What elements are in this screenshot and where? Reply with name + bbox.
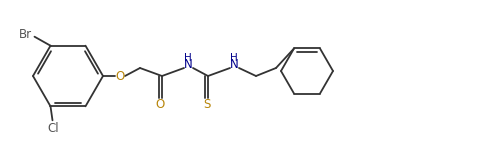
Text: O: O (115, 69, 125, 83)
Text: S: S (203, 98, 210, 112)
Text: H: H (230, 53, 238, 63)
Text: N: N (184, 57, 192, 71)
Text: O: O (156, 98, 165, 112)
Text: H: H (184, 53, 192, 63)
Text: N: N (230, 57, 238, 71)
Text: Br: Br (19, 28, 32, 41)
Text: Cl: Cl (48, 122, 59, 135)
